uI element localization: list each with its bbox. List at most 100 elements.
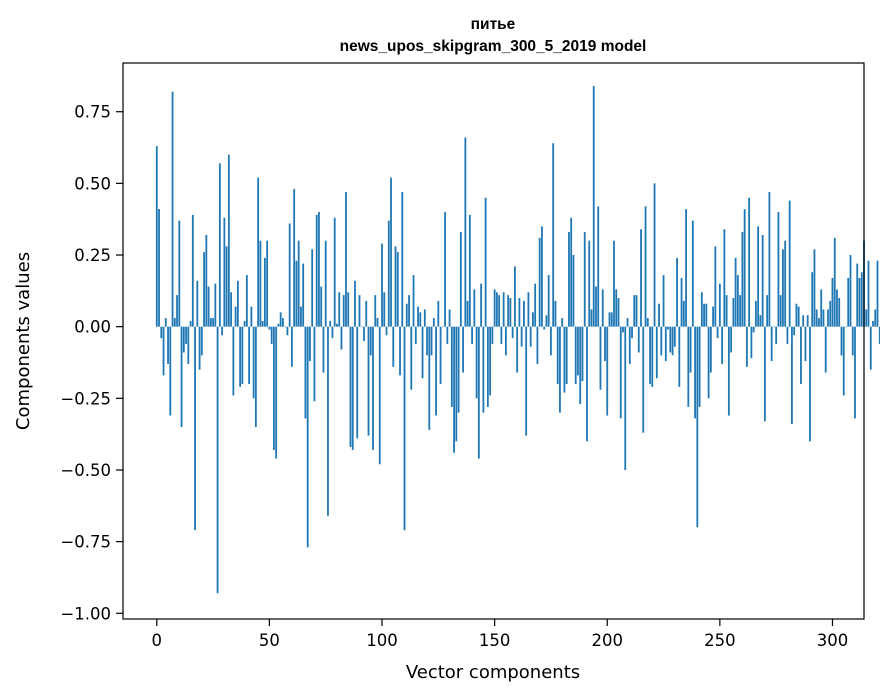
bar: [261, 320, 264, 327]
bar: [709, 326, 712, 373]
bar: [250, 306, 253, 327]
bar: [273, 326, 275, 450]
bar: [194, 326, 196, 531]
bar: [263, 257, 266, 327]
bar: [752, 326, 755, 333]
bar: [444, 212, 446, 327]
bar: [491, 326, 494, 344]
bar: [417, 306, 419, 327]
bar: [588, 240, 591, 327]
bar: [453, 326, 455, 453]
bar: [164, 318, 167, 327]
bar: [477, 326, 480, 459]
bar: [878, 326, 880, 344]
bar: [682, 300, 685, 327]
bar: [297, 240, 300, 327]
bar: [716, 326, 719, 339]
bar: [471, 326, 473, 344]
bar: [428, 326, 431, 430]
bar: [655, 326, 658, 379]
x-tick-label: 250: [704, 631, 736, 650]
bar: [502, 292, 505, 327]
bar: [239, 326, 242, 387]
bar: [516, 326, 519, 373]
bar: [455, 326, 458, 442]
bar: [363, 326, 365, 341]
bar: [583, 232, 586, 327]
bar: [327, 326, 329, 516]
bar: [518, 298, 521, 327]
bar: [748, 197, 751, 327]
bar: [414, 326, 417, 344]
bar: [333, 217, 336, 327]
bar: [831, 277, 834, 327]
bar: [245, 275, 248, 327]
bar: [401, 191, 404, 327]
bar: [178, 220, 181, 327]
bar: [482, 326, 485, 413]
bar: [347, 292, 350, 327]
bar: [331, 326, 334, 339]
bar: [811, 272, 814, 327]
bar: [750, 326, 753, 359]
bar: [313, 326, 316, 402]
bar: [419, 312, 422, 327]
bar: [694, 326, 696, 419]
bar: [565, 326, 568, 384]
bar: [439, 326, 442, 384]
bar: [691, 220, 694, 327]
bar: [536, 326, 539, 364]
bar: [167, 326, 169, 364]
bar: [581, 326, 584, 382]
bar: [196, 280, 199, 327]
bar: [604, 326, 606, 362]
bar: [637, 326, 640, 353]
bar: [200, 326, 203, 356]
bar: [372, 326, 374, 450]
bar: [854, 326, 856, 419]
bar: [408, 295, 410, 327]
bar: [554, 300, 557, 327]
bar: [800, 326, 802, 384]
bar: [369, 326, 372, 356]
bar: [311, 249, 314, 327]
bar: [232, 326, 235, 396]
bar: [590, 309, 593, 327]
bar: [804, 326, 807, 362]
bar: [351, 326, 354, 450]
bar: [293, 189, 296, 327]
bar: [599, 326, 602, 390]
bar: [543, 326, 546, 330]
bar: [360, 326, 363, 328]
bar: [770, 326, 773, 362]
bar: [383, 292, 386, 327]
bar: [743, 209, 746, 327]
bar: [856, 263, 859, 327]
bar: [734, 257, 737, 327]
bar: [169, 326, 172, 416]
bar: [441, 326, 444, 328]
bar: [784, 240, 787, 327]
y-tick-label: −1.00: [60, 604, 111, 623]
bar: [673, 326, 676, 347]
bar: [511, 326, 514, 339]
bar: [795, 303, 798, 327]
bar: [279, 312, 282, 327]
bar: [432, 318, 435, 327]
bar: [286, 326, 289, 336]
bar: [486, 326, 489, 407]
bar: [198, 326, 201, 370]
bar: [259, 240, 262, 327]
bar: [736, 275, 739, 327]
bar: [523, 300, 525, 327]
bar: [818, 318, 820, 327]
bar: [216, 326, 219, 594]
bar: [649, 326, 651, 384]
bar: [356, 326, 359, 439]
bar: [185, 326, 187, 344]
bar: [284, 326, 287, 328]
bar: [160, 326, 163, 339]
bar: [525, 326, 528, 436]
bar: [615, 289, 618, 327]
bar: [187, 326, 190, 364]
